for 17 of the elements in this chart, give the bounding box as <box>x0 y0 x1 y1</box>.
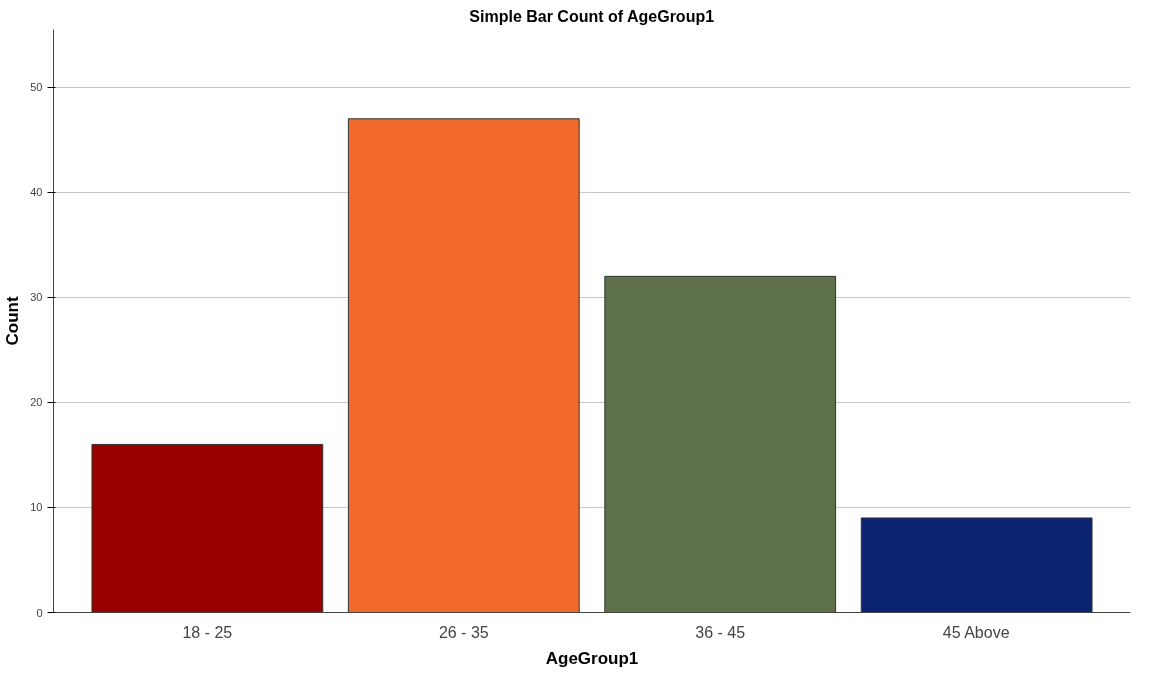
x-tick-label: 45 Above <box>942 623 1010 641</box>
bar <box>347 118 580 613</box>
y-tick-label: 30 <box>30 291 43 304</box>
bar <box>604 275 837 613</box>
bar <box>860 517 1093 613</box>
y-axis-title: Count <box>3 296 23 346</box>
x-tick-label: 18 - 25 <box>182 623 233 641</box>
x-tick-label: 36 - 45 <box>695 623 746 641</box>
y-tick-label: 40 <box>30 186 43 199</box>
chart-title: Simple Bar Count of AgeGroup1 <box>469 7 715 25</box>
y-tick-label: 10 <box>30 501 43 514</box>
x-axis-title: AgeGroup1 <box>545 648 639 668</box>
y-tick-label: 20 <box>30 396 43 409</box>
y-tick-label: 50 <box>30 81 43 94</box>
y-tick-label: 0 <box>36 606 43 619</box>
bar <box>91 443 324 613</box>
x-tick-label: 26 - 35 <box>438 623 489 641</box>
